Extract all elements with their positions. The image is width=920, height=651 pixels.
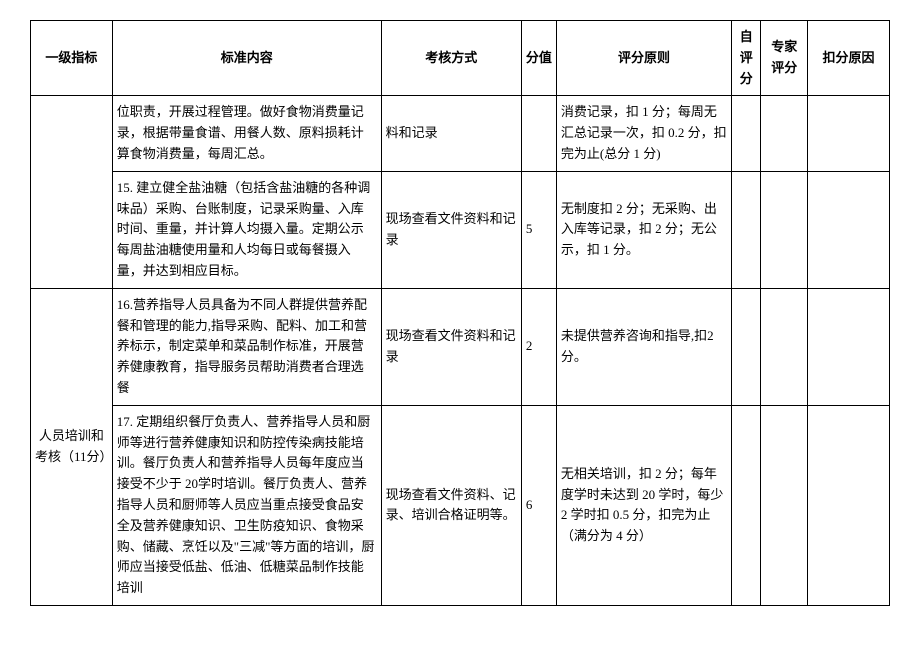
- cell-deduct: [808, 96, 890, 171]
- cell-content: 位职责，开展过程管理。做好食物消费量记录，根据带量食谱、用餐人数、原料损耗计算食…: [112, 96, 381, 171]
- table-row: 位职责，开展过程管理。做好食物消费量记录，根据带量食谱、用餐人数、原料损耗计算食…: [31, 96, 890, 171]
- cell-score: 2: [521, 288, 556, 405]
- header-indicator: 一级指标: [31, 21, 113, 96]
- cell-score: [521, 96, 556, 171]
- table-row: 15. 建立健全盐油糖（包括含盐油糖的各种调味品）采购、台账制度，记录采购量、入…: [31, 171, 890, 288]
- cell-deduct: [808, 171, 890, 288]
- header-row: 一级指标 标准内容 考核方式 分值 评分原则 自评分 专家评分 扣分原因: [31, 21, 890, 96]
- evaluation-table: 一级指标 标准内容 考核方式 分值 评分原则 自评分 专家评分 扣分原因 位职责…: [30, 20, 890, 606]
- header-content: 标准内容: [112, 21, 381, 96]
- cell-self: [732, 171, 761, 288]
- cell-score: 5: [521, 171, 556, 288]
- cell-principle: 无相关培训，扣 2 分；每年度学时未达到 20 学时，每少 2 学时扣 0.5 …: [556, 405, 731, 605]
- cell-deduct: [808, 288, 890, 405]
- header-principle: 评分原则: [556, 21, 731, 96]
- cell-expert: [761, 288, 808, 405]
- cell-score: 6: [521, 405, 556, 605]
- cell-expert: [761, 96, 808, 171]
- cell-self: [732, 288, 761, 405]
- cell-content: 17. 定期组织餐厅负责人、营养指导人员和厨师等进行营养健康知识和防控传染病技能…: [112, 405, 381, 605]
- cell-method: 现场查看文件资料、记录、培训合格证明等。: [381, 405, 521, 605]
- cell-principle: 无制度扣 2 分；无采购、出入库等记录，扣 2 分；无公示，扣 1 分。: [556, 171, 731, 288]
- table-row: 人员培训和考核（11分） 16.营养指导人员具备为不同人群提供营养配餐和管理的能…: [31, 288, 890, 405]
- section-indicator: 人员培训和考核（11分）: [31, 288, 113, 605]
- header-score: 分值: [521, 21, 556, 96]
- cell-method: 料和记录: [381, 96, 521, 171]
- cell-deduct: [808, 405, 890, 605]
- header-self: 自评分: [732, 21, 761, 96]
- header-method: 考核方式: [381, 21, 521, 96]
- cell-method: 现场查看文件资料和记录: [381, 171, 521, 288]
- header-expert: 专家评分: [761, 21, 808, 96]
- header-deduct: 扣分原因: [808, 21, 890, 96]
- cell-expert: [761, 405, 808, 605]
- cell-content: 16.营养指导人员具备为不同人群提供营养配餐和管理的能力,指导采购、配料、加工和…: [112, 288, 381, 405]
- cell-self: [732, 96, 761, 171]
- cell-method: 现场查看文件资料和记录: [381, 288, 521, 405]
- cell-content: 15. 建立健全盐油糖（包括含盐油糖的各种调味品）采购、台账制度，记录采购量、入…: [112, 171, 381, 288]
- cell-principle: 未提供营养咨询和指导,扣2 分。: [556, 288, 731, 405]
- table-row: 17. 定期组织餐厅负责人、营养指导人员和厨师等进行营养健康知识和防控传染病技能…: [31, 405, 890, 605]
- cell-self: [732, 405, 761, 605]
- section-indicator: [31, 96, 113, 288]
- cell-principle: 消费记录，扣 1 分；每周无汇总记录一次，扣 0.2 分，扣完为止(总分 1 分…: [556, 96, 731, 171]
- cell-expert: [761, 171, 808, 288]
